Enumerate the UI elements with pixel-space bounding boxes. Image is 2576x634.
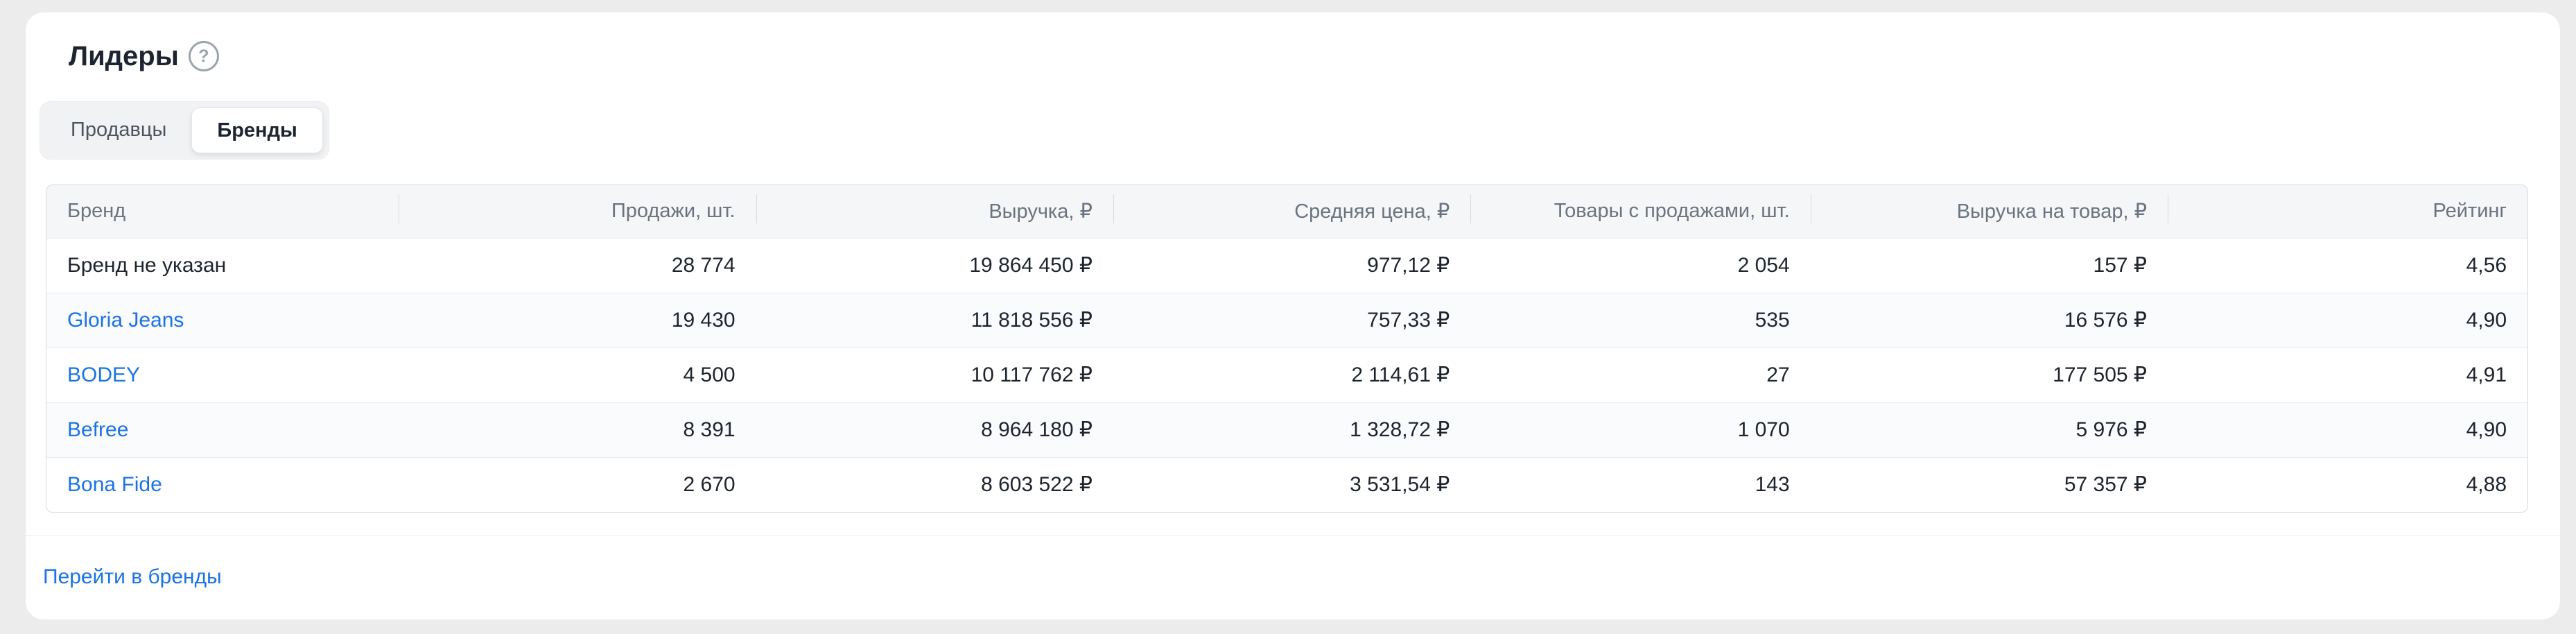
revenue-per-product-cell: 157 ₽ bbox=[1810, 237, 2168, 293]
table-row: Gloria Jeans 19 430 11 818 556 ₽757,33 ₽53… bbox=[46, 292, 2527, 348]
revenue-per-product-cell: 177 505 ₽ bbox=[1810, 347, 2168, 402]
column-header-revenue-per-product: Выручка на товар, ₽ bbox=[1810, 185, 2168, 238]
rating-cell: 4,56 bbox=[2168, 237, 2527, 293]
rating-cell: 4,91 bbox=[2168, 347, 2527, 402]
tab-brands[interactable]: Бренды bbox=[191, 108, 323, 153]
table-header-row: Бренд Продажи, шт. Выручка, ₽ Средняя це… bbox=[46, 185, 2527, 238]
revenue-cell: 10 117 762 ₽ bbox=[756, 347, 1113, 402]
column-header-revenue: Выручка, ₽ bbox=[756, 185, 1113, 238]
table-row: Befree 8 391 8 964 180 ₽1 328,72 ₽1 070 5 9… bbox=[46, 402, 2527, 457]
column-header-rating: Рейтинг bbox=[2168, 185, 2527, 238]
go-to-brands-link[interactable]: Перейти в бренды bbox=[43, 565, 222, 588]
rating-cell: 4,88 bbox=[2168, 456, 2527, 512]
sales-units-cell: 28 774 bbox=[399, 237, 756, 293]
revenue-per-product-cell: 57 357 ₽ bbox=[1810, 456, 2168, 512]
avg-price-cell: 2 114,61 ₽ bbox=[1113, 347, 1471, 402]
brand-link[interactable]: BODEY bbox=[67, 363, 141, 386]
leaders-tabs: Продавцы Бренды bbox=[40, 101, 329, 160]
avg-price-cell: 757,33 ₽ bbox=[1113, 292, 1471, 348]
revenue-cell: 11 818 556 ₽ bbox=[756, 292, 1113, 348]
column-header-avg-price: Средняя цена, ₽ bbox=[1113, 185, 1471, 238]
products-with-sales-cell: 1 070 bbox=[1470, 402, 1811, 457]
table-row: BODEY 4 500 10 117 762 ₽2 114,61 ₽27 177 50… bbox=[46, 347, 2527, 402]
leaders-card: Лидеры ? Продавцы Бренды Бренд Продажи, … bbox=[26, 12, 2560, 619]
avg-price-cell: 1 328,72 ₽ bbox=[1113, 402, 1471, 457]
revenue-per-product-cell: 16 576 ₽ bbox=[1810, 292, 2168, 348]
brand-cell: Befree bbox=[46, 402, 399, 457]
products-with-sales-cell: 27 bbox=[1470, 347, 1811, 402]
column-header-brand: Бренд bbox=[46, 185, 399, 238]
brand-link[interactable]: Befree bbox=[67, 418, 129, 441]
products-with-sales-cell: 535 bbox=[1470, 292, 1811, 348]
sales-units-cell: 4 500 bbox=[399, 347, 756, 402]
tab-sellers[interactable]: Продавцы bbox=[71, 118, 167, 141]
brand-cell: Gloria Jeans bbox=[46, 292, 399, 348]
revenue-cell: 19 864 450 ₽ bbox=[756, 237, 1113, 293]
rating-cell: 4,90 bbox=[2168, 292, 2527, 348]
card-footer: Перейти в бренды bbox=[26, 536, 2560, 589]
revenue-per-product-cell: 5 976 ₽ bbox=[1810, 402, 2168, 457]
help-icon[interactable]: ? bbox=[188, 41, 219, 71]
leaders-table: Бренд Продажи, шт. Выручка, ₽ Средняя це… bbox=[46, 185, 2528, 513]
column-header-products-with-sales: Товары с продажами, шт. bbox=[1470, 185, 1811, 238]
brand-link[interactable]: Bona Fide bbox=[67, 472, 162, 496]
brand-cell: Bona Fide bbox=[46, 456, 399, 512]
products-with-sales-cell: 2 054 bbox=[1470, 237, 1811, 293]
brand-link[interactable]: Gloria Jeans bbox=[67, 308, 184, 332]
products-with-sales-cell: 143 bbox=[1470, 456, 1811, 512]
avg-price-cell: 3 531,54 ₽ bbox=[1113, 456, 1471, 512]
brand-cell: Бренд не указан bbox=[46, 237, 399, 293]
card-header: Лидеры ? bbox=[26, 12, 2560, 72]
rating-cell: 4,90 bbox=[2168, 402, 2527, 457]
brand-cell: BODEY bbox=[46, 347, 399, 402]
revenue-cell: 8 603 522 ₽ bbox=[756, 456, 1113, 512]
table-row: Bona Fide 2 670 8 603 522 ₽3 531,54 ₽143 57… bbox=[46, 456, 2527, 512]
sales-units-cell: 8 391 bbox=[399, 402, 756, 457]
revenue-cell: 8 964 180 ₽ bbox=[756, 402, 1113, 457]
sales-units-cell: 2 670 bbox=[399, 456, 756, 512]
avg-price-cell: 977,12 ₽ bbox=[1113, 237, 1471, 293]
table-row: Бренд не указан 28 774 19 864 450 ₽977,12 … bbox=[46, 237, 2527, 293]
page-title: Лидеры bbox=[69, 41, 179, 71]
column-header-sales-units: Продажи, шт. bbox=[399, 185, 756, 238]
sales-units-cell: 19 430 bbox=[399, 292, 756, 348]
